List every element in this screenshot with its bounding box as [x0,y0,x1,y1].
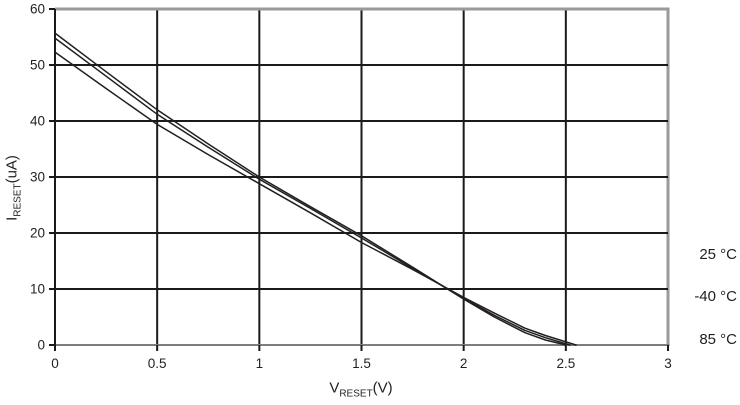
y-axis-title-subscript: RESET [12,183,24,217]
legend-item-minus40c: -40 °C [694,288,737,305]
x-tick-label: 3 [664,356,672,371]
y-tick-label: 60 [30,2,45,17]
y-tick-label: 30 [30,170,45,185]
x-tick-label: 1.5 [352,356,371,371]
y-axis-title-symbol: I [3,216,21,221]
x-tick-label: 1 [256,356,264,371]
y-tick-label: 10 [30,282,45,297]
y-tick-label: 20 [30,226,45,241]
series-line-1 [54,37,571,346]
series-line-0 [54,32,567,346]
y-tick-label: 40 [30,114,45,129]
x-axis-title: VRESET(V) [329,379,393,400]
y-axis-title-unit: (uA) [3,155,21,184]
x-axis-title-subscript: RESET [339,388,373,400]
y-axis-title: IRESET(uA) [3,155,24,221]
legend-item-85c: 85 °C [699,331,737,348]
y-tick-label: 50 [30,58,45,73]
x-axis-title-symbol: V [329,379,340,397]
x-tick-label: 0.5 [148,356,167,371]
x-tick-label: 2.5 [556,356,575,371]
x-tick-label: 0 [51,356,59,371]
series-line-2 [54,51,577,346]
y-tick-label: 0 [37,338,45,353]
x-axis-title-unit: (V) [372,379,393,397]
x-tick-label: 2 [460,356,468,371]
legend-item-25c: 25 °C [699,246,737,263]
